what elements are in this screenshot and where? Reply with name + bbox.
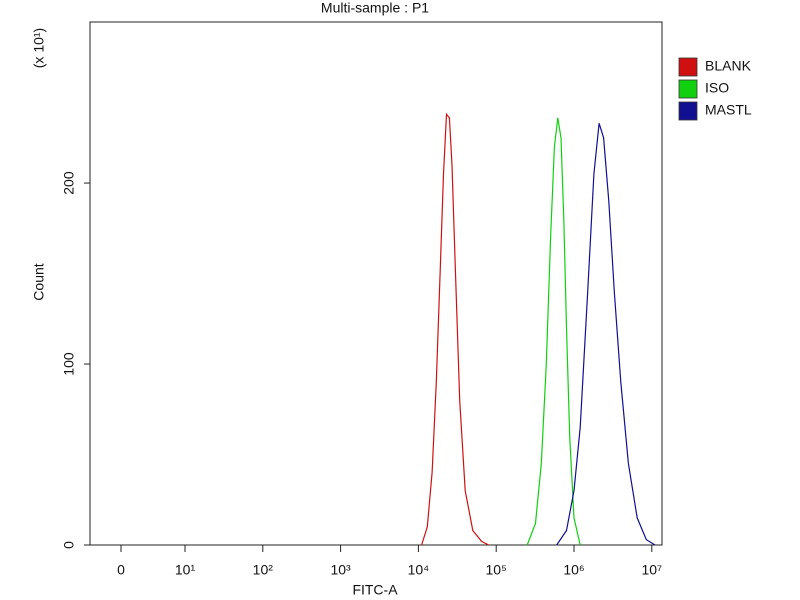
legend-label: MASTL	[705, 102, 752, 118]
y-tick-label: 0	[61, 541, 77, 549]
y-multiplier: (x 10¹)	[31, 28, 47, 68]
histogram-line	[556, 123, 656, 546]
x-tick-label: 10⁷	[641, 562, 662, 578]
legend-swatch	[678, 101, 698, 121]
x-axis-label: FITC-A	[352, 582, 398, 598]
y-axis-label: Count	[31, 263, 47, 300]
histogram-line	[526, 117, 581, 546]
x-tick-label: 10⁵	[486, 562, 507, 578]
legend-swatch	[678, 57, 698, 77]
x-tick-label: 10⁶	[563, 562, 584, 578]
histogram-line	[421, 112, 489, 546]
y-tick-label: 200	[61, 171, 77, 195]
x-tick-label: 10²	[253, 562, 274, 578]
x-tick-label: 0	[117, 562, 125, 578]
x-tick-label: 10³	[330, 562, 351, 578]
x-tick-label: 10⁴	[408, 562, 430, 578]
legend-label: ISO	[705, 80, 729, 96]
legend-label: BLANK	[705, 58, 752, 74]
legend-swatch	[678, 79, 698, 99]
chart-title: Multi-sample : P1	[321, 0, 429, 16]
x-tick-label: 10¹	[175, 562, 196, 578]
plot-frame	[89, 21, 663, 546]
y-tick-label: 100	[61, 352, 77, 376]
